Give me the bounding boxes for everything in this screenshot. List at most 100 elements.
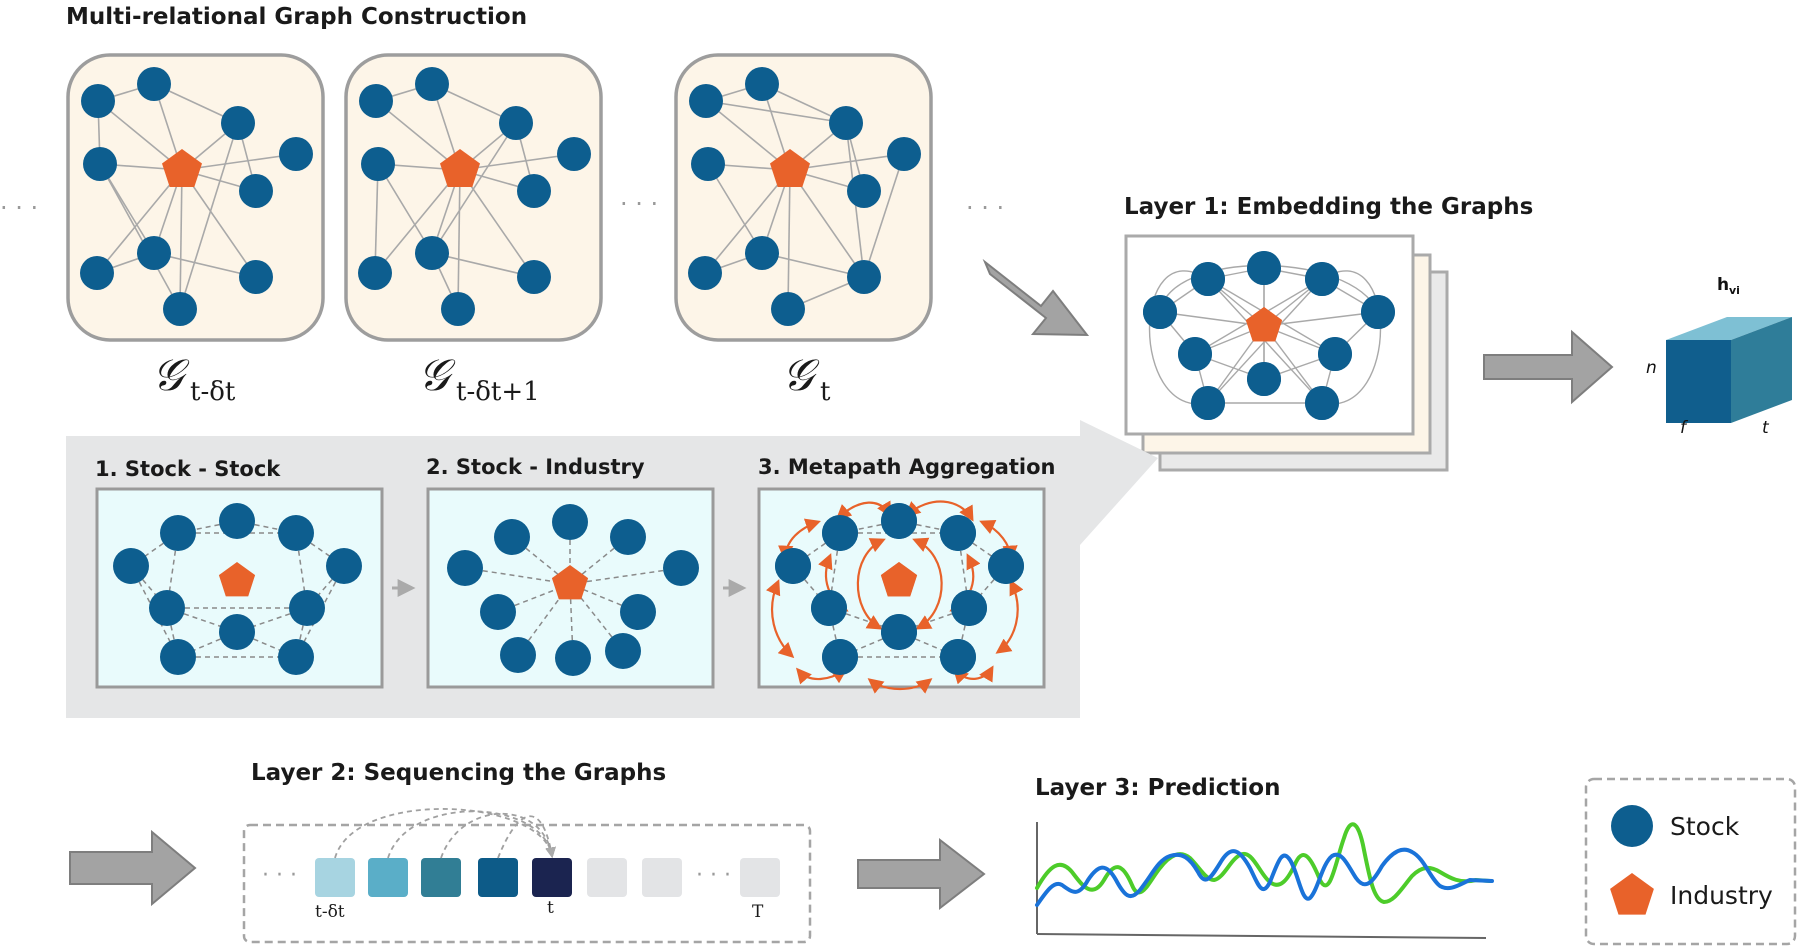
stock-node (163, 292, 197, 326)
industry-node (218, 562, 256, 597)
graph-edge (705, 100, 791, 171)
stock-node (278, 515, 314, 551)
sequence-snapshot (368, 858, 408, 897)
stock-node (1305, 386, 1339, 420)
cube-top (1666, 317, 1792, 340)
graph-sequence (315, 808, 780, 897)
svg-text:𝒢: 𝒢 (152, 350, 190, 401)
stock-node (80, 256, 114, 290)
graph-edge (97, 100, 183, 171)
graph-edge (374, 163, 379, 274)
stock-node (822, 639, 858, 675)
graph-edge (431, 252, 535, 278)
stock-node (881, 614, 917, 650)
stock-node (137, 67, 171, 101)
stock-node (940, 639, 976, 675)
layer1-title: Layer 1: Embedding the Graphs (1124, 194, 1533, 220)
stock-node (219, 614, 255, 650)
industry-node (440, 149, 480, 187)
stock-node (326, 548, 362, 584)
flow-arrow-to-layer2 (69, 829, 197, 907)
stock-node (219, 503, 255, 539)
metapath-arrow (995, 579, 1024, 654)
prediction-plot (1035, 822, 1494, 939)
graph-edge (704, 169, 791, 274)
graph-edge (179, 122, 239, 310)
graph-edge (761, 252, 865, 278)
stock-node (517, 174, 551, 208)
industry-node (1245, 307, 1283, 342)
attention-link (334, 808, 556, 859)
stock-node (1191, 386, 1225, 420)
stock-node (775, 548, 811, 584)
stock-node (1191, 262, 1225, 296)
graph-edge (569, 567, 682, 585)
sequence-snapshot (315, 858, 355, 897)
snapshot-graph-t (674, 53, 933, 342)
construction-title: Multi-relational Graph Construction (66, 4, 527, 30)
svg-text:t: t (820, 377, 831, 407)
stock-node (745, 67, 779, 101)
graph-edge (789, 153, 905, 171)
cube-axis-n: n (1646, 358, 1657, 378)
prediction-series-blue (1035, 847, 1494, 907)
graph-edge (99, 163, 181, 310)
sequence-label-end: T (752, 902, 764, 922)
cube-front (1666, 340, 1731, 423)
stock-node (822, 515, 858, 551)
stock-node (887, 137, 921, 171)
sequence-label-current: t (547, 898, 554, 918)
metapath-arrow (867, 678, 933, 694)
embedding-tensor-cube (1666, 317, 1792, 423)
stock-node (160, 515, 196, 551)
stock-node (239, 174, 273, 208)
legend-stock-label: Stock (1670, 812, 1740, 841)
stock-node (221, 106, 255, 140)
stock-node (829, 106, 863, 140)
ellipsis-left: · · · (0, 194, 38, 222)
svg-text:t-δt: t-δt (190, 377, 236, 407)
stock-node (552, 504, 588, 540)
stock-node (988, 548, 1024, 584)
flow-arrow-to-layer3 (857, 837, 986, 911)
stock-node (1247, 362, 1281, 396)
sequence-snapshot (740, 858, 780, 897)
graph-edge (179, 169, 183, 310)
flow-arrow-to-cube (1483, 329, 1614, 405)
stock-node (1305, 262, 1339, 296)
metapath-arrow (856, 538, 886, 630)
stock-node (441, 292, 475, 326)
stock-node (847, 174, 881, 208)
graph-edge (457, 169, 461, 310)
stock-node (447, 550, 483, 586)
stock-node (689, 84, 723, 118)
svg-text:t-δt+1: t-δt+1 (456, 377, 540, 407)
metapath-graph (766, 500, 1024, 694)
stock-node (278, 639, 314, 675)
svg-text:𝒢: 𝒢 (782, 350, 820, 401)
stock-node (557, 137, 591, 171)
stock-node (517, 260, 551, 294)
stock-node (480, 594, 516, 630)
sequence-ellipsis-right: · · · (696, 863, 731, 888)
stock-node (415, 236, 449, 270)
stock-node (83, 147, 117, 181)
cube-side (1731, 317, 1792, 423)
stock-node (1143, 295, 1177, 329)
flow-arrow-to-layer1 (982, 258, 1090, 337)
graph-edge (863, 153, 905, 278)
prediction-x-axis (1036, 933, 1487, 939)
stock-node (610, 519, 646, 555)
relation-title-3: 3. Metapath Aggregation (758, 455, 1056, 479)
stock-industry-graph (447, 504, 699, 676)
stock-node (279, 137, 313, 171)
graph-edge (1321, 270, 1382, 405)
stock-node (359, 84, 393, 118)
stock-node (688, 256, 722, 290)
stock-node (620, 594, 656, 630)
industry-node (551, 565, 589, 600)
graph-edge (1148, 270, 1209, 405)
stock-node (494, 519, 530, 555)
sequence-ellipsis-left: · · · (262, 863, 297, 888)
